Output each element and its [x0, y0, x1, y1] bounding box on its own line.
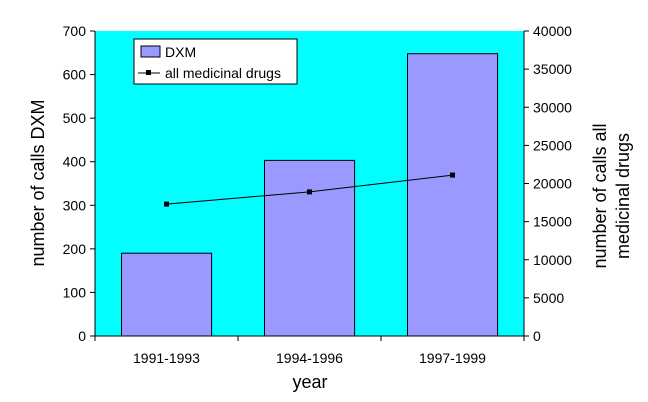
y-tick-label-right: 40000 — [533, 23, 572, 39]
y-tick-label-right: 5000 — [533, 290, 564, 306]
point-all-medicinal-drugs-1994-1996 — [307, 189, 312, 195]
y-tick-label-right: 30000 — [533, 99, 572, 115]
y-tick-label-right: 15000 — [533, 214, 572, 230]
y-tick-label-left: 0 — [78, 328, 86, 344]
x-tick-label: 1991-1993 — [133, 350, 200, 366]
legend: DXM all medicinal drugs — [133, 38, 298, 85]
y-tick-label-left: 300 — [63, 197, 87, 213]
y-tick-label-right: 25000 — [533, 137, 572, 153]
y-axis-label-left: number of calls DXM — [28, 99, 48, 266]
y-tick-label-left: 700 — [63, 23, 87, 39]
y-tick-label-right: 20000 — [533, 176, 572, 192]
y-axis-label-right-line1: number of calls all — [590, 123, 610, 268]
bar-dxm-1997-1999 — [407, 53, 499, 337]
y-tick-label-right: 35000 — [533, 61, 572, 77]
y-axis-label-right-line2: medicinal drugs — [613, 133, 633, 259]
x-axis-label: year — [292, 372, 327, 392]
y-tick-label-left: 600 — [63, 67, 87, 83]
y-tick-label-left: 500 — [63, 110, 87, 126]
point-all-medicinal-drugs-1991-1993 — [164, 201, 169, 207]
y-tick-label-left: 100 — [63, 284, 87, 300]
legend-box — [133, 38, 298, 85]
legend-swatch-dxm — [140, 45, 161, 58]
bar-dxm-1994-1996 — [264, 159, 356, 337]
x-tick-label: 1994-1996 — [276, 350, 343, 366]
y-tick-label-left: 400 — [63, 154, 87, 170]
legend-label-dxm: DXM — [165, 44, 196, 60]
point-all-medicinal-drugs-1997-1999 — [450, 172, 455, 178]
bar-dxm-1991-1993 — [121, 252, 213, 337]
x-tick-label: 1997-1999 — [419, 350, 486, 366]
y-tick-label-right: 0 — [533, 328, 541, 344]
legend-marker-all-drugs — [146, 70, 151, 75]
legend-label-all-drugs: all medicinal drugs — [165, 65, 281, 81]
y-tick-label-left: 200 — [63, 241, 87, 257]
y-tick-label-right: 10000 — [533, 252, 572, 268]
